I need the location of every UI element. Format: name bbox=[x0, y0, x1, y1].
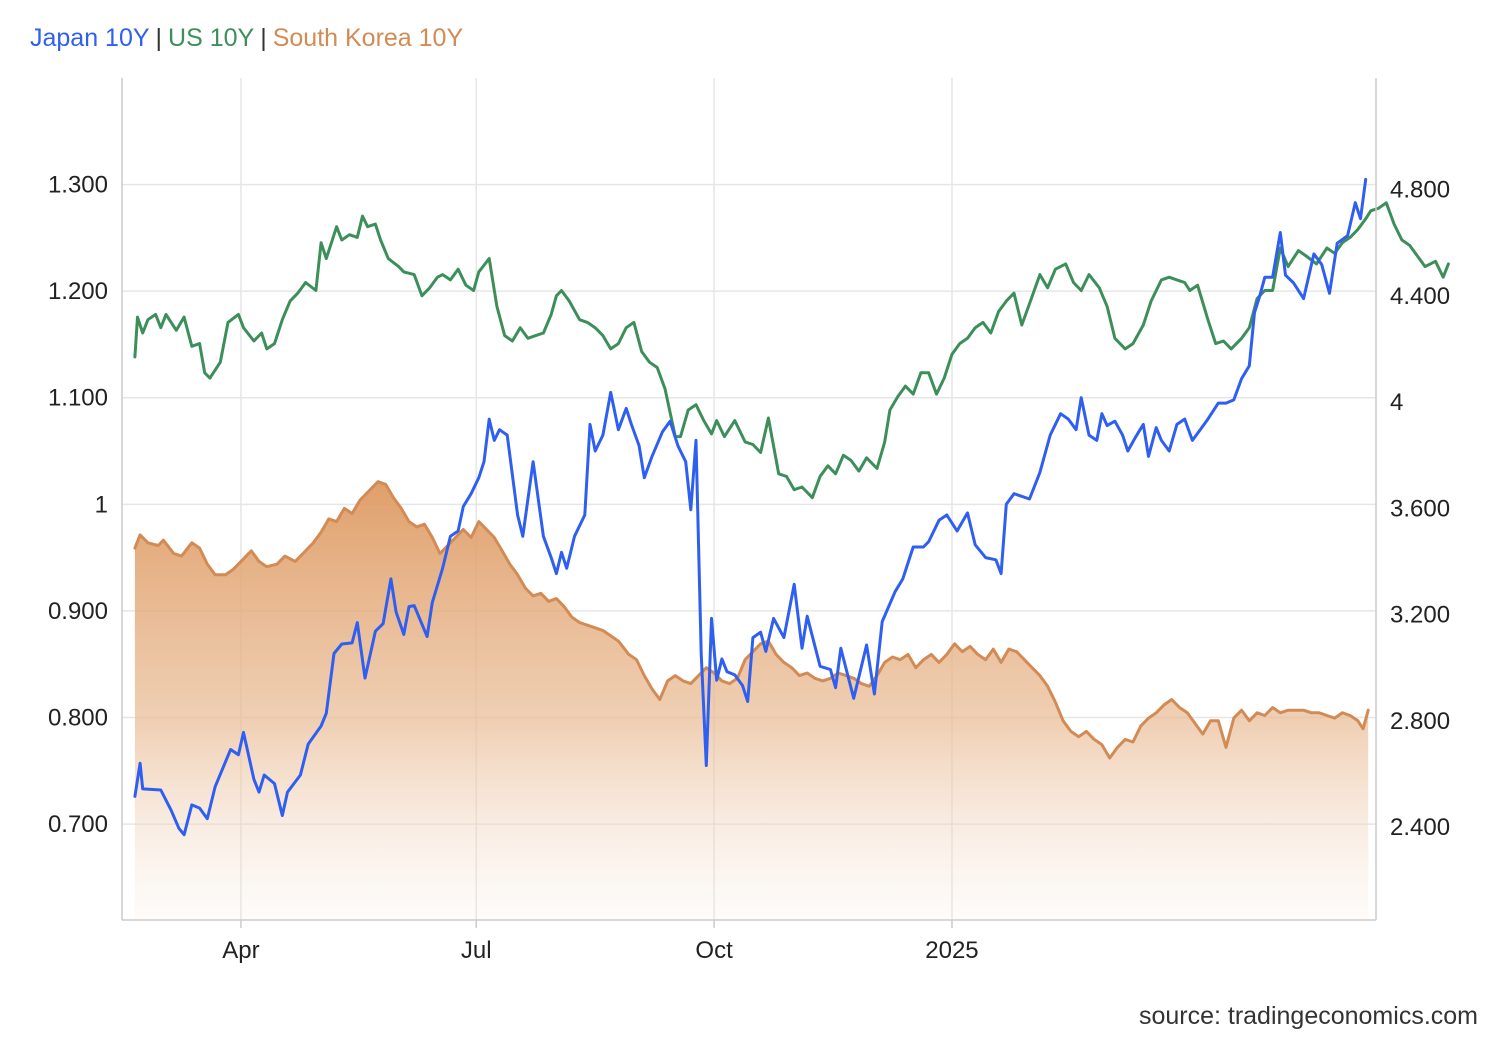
legend-korea[interactable]: South Korea 10Y bbox=[272, 24, 464, 52]
right-tick-label: 3.200 bbox=[1390, 602, 1450, 629]
korea-area-fill bbox=[134, 481, 1369, 920]
right-tick-label: 4.800 bbox=[1390, 177, 1450, 204]
left-tick-label: 1.200 bbox=[48, 278, 108, 305]
source-credit[interactable]: source: tradingeconomics.com bbox=[1138, 1002, 1478, 1030]
left-tick-label: 0.700 bbox=[48, 811, 108, 838]
series-line-us[interactable] bbox=[133, 201, 1450, 500]
right-tick-label: 3.600 bbox=[1390, 495, 1450, 522]
legend-separator: | bbox=[260, 24, 267, 52]
x-tick-label: Apr bbox=[222, 937, 259, 964]
left-tick-label: 1.100 bbox=[48, 385, 108, 412]
series-line-japan[interactable] bbox=[133, 177, 1368, 837]
korea-area bbox=[134, 481, 1369, 920]
right-tick-label: 2.400 bbox=[1390, 814, 1450, 841]
right-tick-label: 4 bbox=[1390, 389, 1403, 416]
series-lines bbox=[133, 177, 1450, 837]
right-tick-label: 4.400 bbox=[1390, 283, 1450, 310]
x-tick-label: Jul bbox=[461, 937, 492, 964]
axes: 0.700 0.800 0.900 1 1.100 1.200 1.300 2.400 2.80… bbox=[48, 78, 1450, 964]
x-tick-label: 2025 bbox=[925, 937, 978, 964]
x-tick-label: Oct bbox=[695, 937, 733, 964]
legend-us[interactable]: US 10Y bbox=[168, 24, 255, 52]
left-tick-label: 0.800 bbox=[48, 704, 108, 731]
legend: Japan 10Y | US 10Y | South Korea 10Y bbox=[30, 24, 463, 53]
right-tick-label: 2.800 bbox=[1390, 708, 1450, 735]
legend-japan[interactable]: Japan 10Y bbox=[30, 24, 150, 52]
left-tick-label: 1 bbox=[95, 491, 108, 518]
left-tick-label: 1.300 bbox=[48, 172, 108, 199]
legend-separator: | bbox=[155, 24, 163, 52]
left-tick-label: 0.900 bbox=[48, 598, 108, 625]
